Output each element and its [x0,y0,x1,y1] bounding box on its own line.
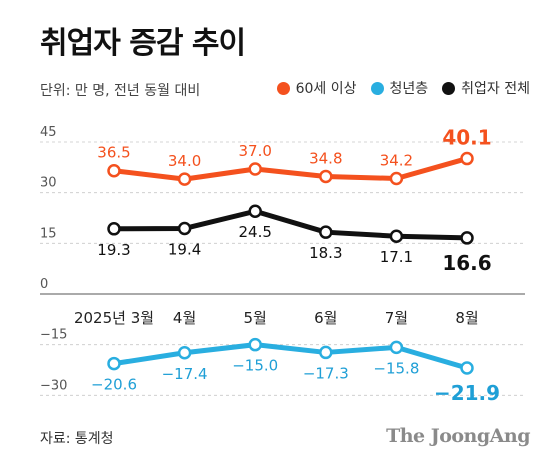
y-tick-label: 45 [40,125,57,140]
x-tick-label: 4월 [173,309,196,327]
data-point [460,361,474,375]
data-point [319,169,333,184]
data-label: 40.1 [442,126,491,150]
data-label: −17.4 [162,365,208,383]
data-label: 24.5 [238,223,271,241]
x-tick-label: 6월 [314,309,337,327]
data-point [319,225,333,239]
data-point [177,221,192,236]
data-label: 34.2 [380,151,413,169]
data-label: 37.0 [238,142,271,160]
chart-legend: 60세 이상 청년층 취업자 전체 [276,78,530,98]
data-point [248,337,262,352]
data-label: 17.1 [380,248,413,266]
data-point [389,340,404,355]
y-tick-label: 15 [40,226,57,241]
data-label: −21.9 [434,381,500,405]
series-line-1 [111,208,470,241]
x-tick-label: 5월 [244,309,267,327]
legend-label-youth: 청년층 [389,81,429,97]
data-label: 34.8 [309,149,342,167]
data-point [460,231,474,245]
data-label: −17.3 [303,364,349,382]
data-point [107,222,121,236]
data-label: 19.4 [168,240,201,258]
x-tick-label: 8월 [455,309,478,327]
y-tick-label: −15 [40,328,67,343]
chart-title: 취업자 증감 추이 [40,26,246,61]
data-point [460,151,474,166]
x-tick-label: 7월 [385,309,408,327]
data-point [389,171,404,186]
data-point [107,163,121,178]
legend-item-total: 취업자 전체 [442,78,530,98]
series-line-2 [111,342,470,371]
data-label: 19.3 [97,241,130,259]
data-point [177,346,192,360]
data-label: 16.6 [442,251,491,275]
data-point [177,172,192,186]
y-tick-label: 30 [40,176,57,191]
legend-marker-youth [370,81,384,95]
data-point [107,356,121,371]
data-label: 18.3 [309,244,342,262]
data-point [319,345,333,360]
data-point [248,204,262,218]
legend-item-youth: 청년층 [370,78,429,98]
series-line-0 [111,156,470,182]
data-label: −20.6 [91,376,137,394]
unit-note: 단위: 만 명, 전년 동월 대비 [40,83,201,99]
data-label: 34.0 [168,152,201,170]
data-label: −15.8 [373,359,419,377]
x-tick-label: 2025년 3월 [74,309,154,327]
data-point [389,229,404,243]
y-tick-label: −30 [40,378,67,393]
legend-label-total: 취업자 전체 [461,81,530,97]
data-point [248,162,262,176]
legend-marker-total [442,81,456,95]
legend-label-seniors: 60세 이상 [295,81,357,97]
publisher-logo: The JoongAng [386,425,530,447]
legend-item-seniors: 60세 이상 [276,78,357,98]
data-label: −15.0 [232,357,278,375]
legend-marker-seniors [276,81,290,95]
y-tick-label: 0 [40,277,48,292]
source-note: 자료: 통계청 [40,431,114,447]
data-label: 36.5 [97,144,130,162]
